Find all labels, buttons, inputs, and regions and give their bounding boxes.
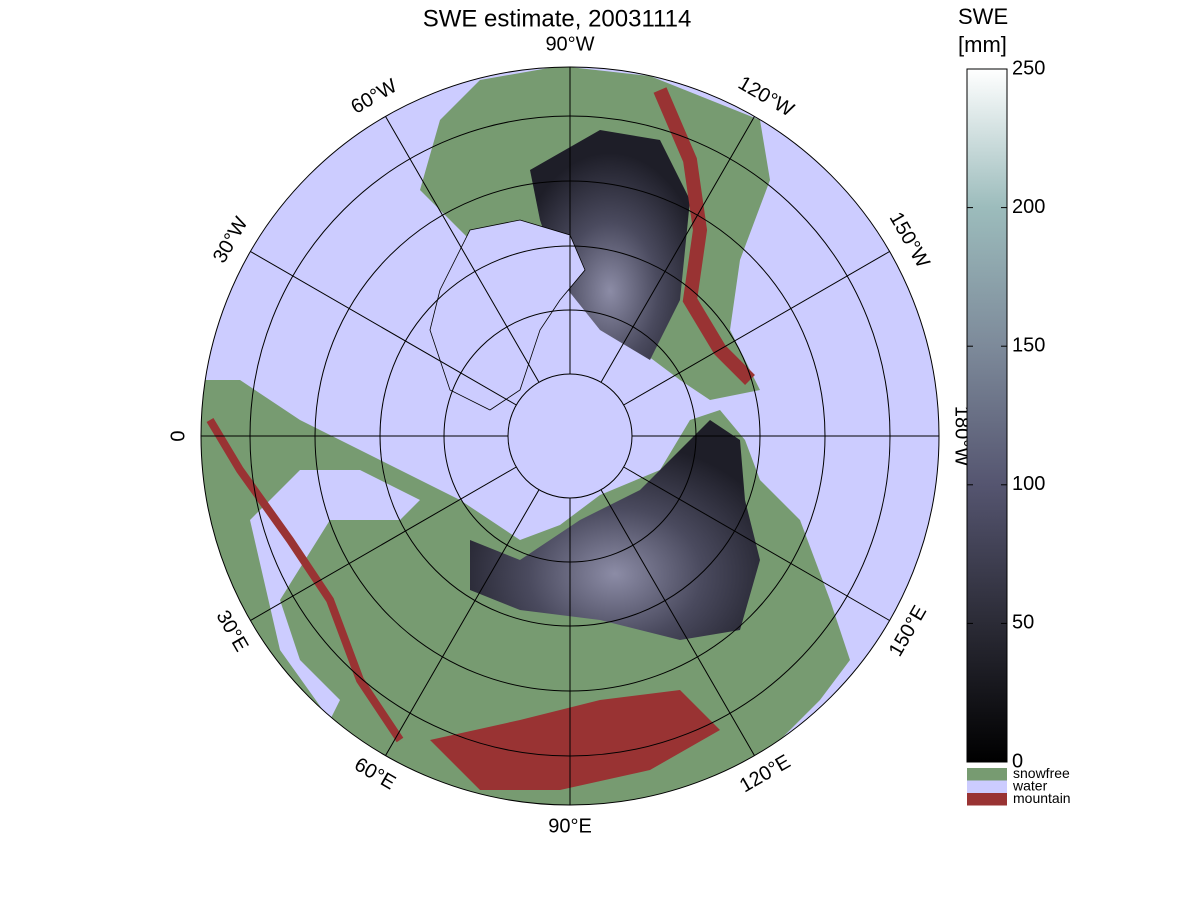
- greenland: [429, 219, 586, 411]
- legend-label: mountain: [1013, 790, 1071, 806]
- legend-label: water: [1012, 778, 1048, 794]
- meridian: [623, 251, 890, 406]
- meridian: [250, 251, 517, 406]
- meridian: [600, 489, 755, 756]
- colorbar-tick-label: 200: [1012, 196, 1045, 218]
- longitude-label: 90°E: [548, 815, 592, 837]
- mountains-rockies: [653, 87, 755, 385]
- meridian: [623, 466, 890, 621]
- map-title: SWE estimate, 20031114: [423, 5, 692, 32]
- graticule: [200, 66, 940, 806]
- colorbar-tick-label: 0: [1012, 750, 1023, 772]
- colorbar-tick-label: 100: [1012, 473, 1045, 495]
- legend-swatch: [967, 768, 1007, 781]
- colorbar: [966, 68, 1008, 763]
- colorbar-tick-label: 150: [1012, 334, 1045, 356]
- water-baltic: [250, 470, 420, 720]
- mountains-asia: [430, 690, 720, 790]
- legend-swatch: [967, 780, 1007, 793]
- colorbar-tick-label: 50: [1012, 612, 1034, 634]
- longitude-label: 0: [167, 430, 189, 441]
- colorbar-tick-label: 250: [1012, 57, 1045, 79]
- meridian: [385, 116, 540, 383]
- legend-label: snowfree: [1013, 765, 1070, 781]
- colorbar-title: SWE: [958, 4, 1008, 29]
- longitude-label: 90°W: [545, 33, 594, 55]
- mountains-scandinavia: [206, 417, 404, 743]
- colorbar-unit: [mm]: [958, 32, 1007, 57]
- meridian: [250, 466, 517, 621]
- meridian: [600, 116, 755, 383]
- colorbar-ticks: 0 50 100 150 200 250: [967, 57, 1045, 772]
- legend-swatch: [967, 793, 1007, 806]
- meridian: [385, 489, 540, 756]
